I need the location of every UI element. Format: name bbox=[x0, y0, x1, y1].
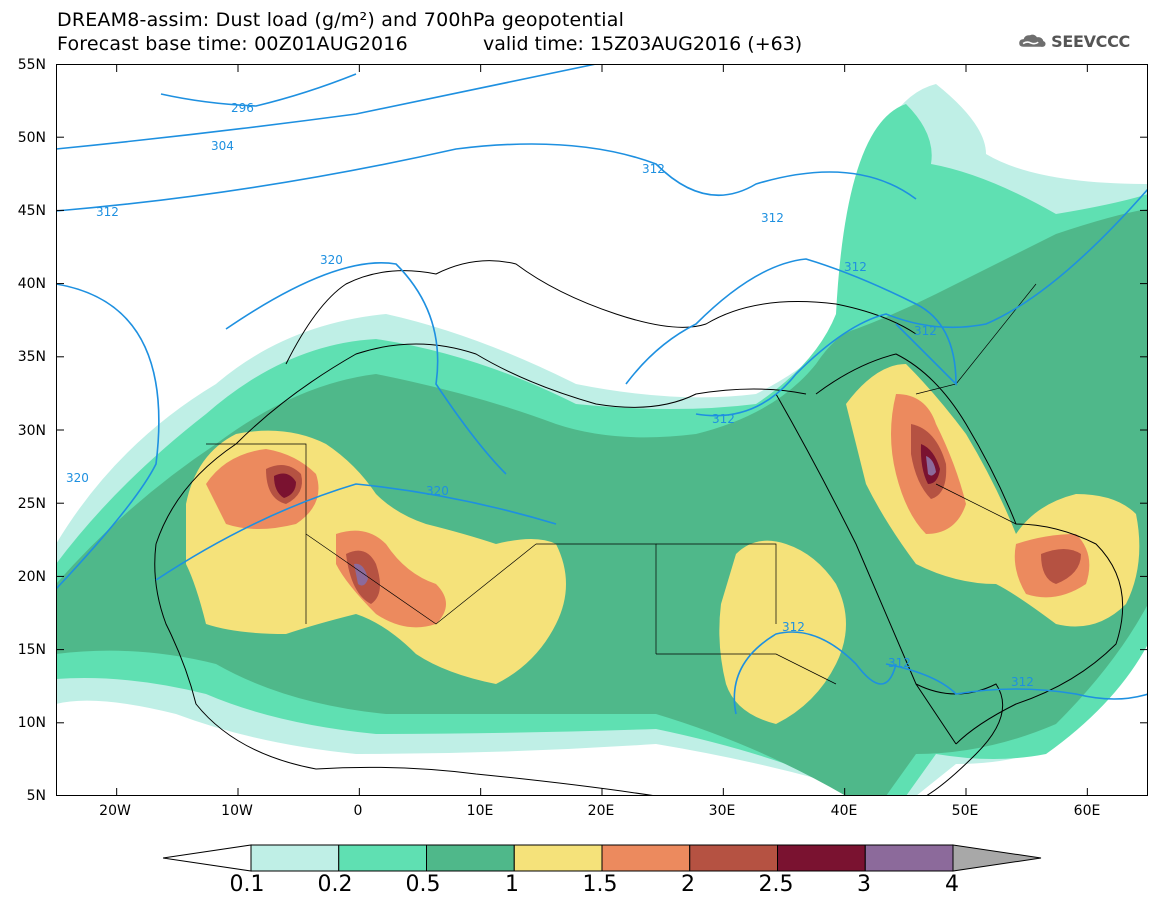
colorbar-swatch bbox=[601, 844, 691, 872]
dust-level-2.5-core-oman bbox=[1041, 549, 1081, 584]
lat-label: 55N bbox=[17, 57, 46, 73]
coast-europe bbox=[285, 260, 917, 365]
contour-label: 320 bbox=[66, 471, 89, 485]
contour-296 bbox=[160, 73, 357, 107]
colorbar-swatch bbox=[864, 844, 954, 872]
lon-label: 30E bbox=[708, 803, 736, 819]
lon-label: 20E bbox=[587, 803, 615, 819]
lat-label: 35N bbox=[17, 349, 46, 365]
colorbar-swatch bbox=[689, 844, 778, 872]
geopotential-contours bbox=[56, 64, 1148, 715]
contour-label: 312 bbox=[914, 324, 937, 338]
colorbar-label: 4 bbox=[945, 872, 959, 897]
colorbar-label: 0.2 bbox=[317, 872, 353, 897]
contour-320-sahara bbox=[155, 483, 557, 581]
coast-arabia bbox=[815, 353, 1124, 745]
contour-label: 320 bbox=[426, 484, 449, 498]
colorbar-label: 3 bbox=[857, 872, 871, 897]
axis-ticks bbox=[56, 64, 1148, 796]
contour-labels: 296 304 312 312 312 312 312 312 312 312 … bbox=[66, 101, 1034, 689]
contour-label: 304 bbox=[211, 139, 234, 153]
map-title: DREAM8-assim: Dust load (g/m²) and 700hP… bbox=[57, 9, 625, 31]
seevccc-logo: SEEVCCC bbox=[1018, 26, 1130, 56]
border-4 bbox=[656, 543, 777, 624]
border-1 bbox=[206, 443, 307, 624]
lon-label: 10W bbox=[221, 803, 253, 819]
lat-label: 50N bbox=[17, 130, 46, 146]
lon-label: 40E bbox=[830, 803, 858, 819]
lon-label: 10E bbox=[466, 803, 494, 819]
lat-label: 25N bbox=[17, 496, 46, 512]
lat-label: 5N bbox=[26, 788, 46, 804]
colorbar bbox=[163, 844, 1042, 872]
dust-field bbox=[56, 84, 1148, 796]
coast-red-sea bbox=[775, 393, 957, 745]
colorbar-label: 0.1 bbox=[229, 872, 265, 897]
border-5 bbox=[656, 653, 837, 685]
border-2 bbox=[305, 533, 537, 625]
dust-level-4-core-iraq bbox=[926, 456, 936, 476]
contour-label: 312 bbox=[712, 412, 735, 426]
contour-320-west bbox=[56, 283, 160, 590]
colorbar-label: 0.5 bbox=[405, 872, 441, 897]
contour-320-north bbox=[225, 262, 507, 475]
lat-label: 20N bbox=[17, 569, 46, 585]
lat-label: 45N bbox=[17, 203, 46, 219]
dust-level-3-core-west bbox=[274, 473, 296, 498]
contour-label: 312 bbox=[96, 205, 119, 219]
colorbar-label: 1 bbox=[505, 872, 519, 897]
colorbar-over-triangle bbox=[952, 844, 1042, 872]
contour-label: 312 bbox=[761, 211, 784, 225]
colorbar-label: 2 bbox=[681, 872, 695, 897]
lat-label: 30N bbox=[17, 423, 46, 439]
contour-304 bbox=[56, 64, 597, 150]
colorbar-label: 1.5 bbox=[582, 872, 618, 897]
contour-label: 320 bbox=[320, 253, 343, 267]
lat-label: 40N bbox=[17, 276, 46, 292]
contour-312-arabia bbox=[885, 663, 1148, 700]
contour-312-med bbox=[625, 258, 957, 386]
lon-label: 20W bbox=[99, 803, 131, 819]
contour-label: 312 bbox=[844, 260, 867, 274]
colorbar-swatch bbox=[250, 844, 340, 872]
valid-time: valid time: 15Z03AUG2016 (+63) bbox=[483, 33, 803, 55]
colorbar-boxes bbox=[250, 844, 954, 872]
lon-label: 0 bbox=[353, 803, 363, 819]
lon-label: 60E bbox=[1073, 803, 1101, 819]
contour-312-east bbox=[695, 188, 1148, 417]
lat-label: 15N bbox=[17, 642, 46, 658]
colorbar-swatch bbox=[338, 844, 427, 872]
colorbar-swatch bbox=[426, 844, 515, 872]
colorbar-label: 2.5 bbox=[758, 872, 794, 897]
cloud-logo-icon bbox=[1019, 34, 1046, 47]
border-6 bbox=[935, 483, 1017, 525]
dust-map: 296 304 312 312 312 312 312 312 312 312 … bbox=[56, 64, 1148, 796]
lat-label: 10N bbox=[17, 715, 46, 731]
contour-label: 312 bbox=[1011, 675, 1034, 689]
colorbar-swatch bbox=[513, 844, 603, 872]
dust-level-0.5 bbox=[56, 209, 1148, 796]
logo-text: SEEVCCC bbox=[1051, 31, 1130, 51]
coast-horn bbox=[915, 683, 1004, 796]
contour-312-africa bbox=[733, 631, 897, 715]
forecast-base-time: Forecast base time: 00Z01AUG2016 bbox=[57, 33, 408, 55]
contour-label: 312 bbox=[888, 656, 911, 670]
colorbar-under-triangle bbox=[163, 844, 252, 872]
coast-africa-west bbox=[154, 543, 657, 796]
lon-label: 50E bbox=[951, 803, 979, 819]
contour-label: 296 bbox=[231, 101, 254, 115]
colorbar-swatch bbox=[777, 844, 866, 872]
contour-label: 312 bbox=[782, 620, 805, 634]
contour-label: 312 bbox=[642, 162, 665, 176]
contour-312-north bbox=[56, 143, 917, 212]
